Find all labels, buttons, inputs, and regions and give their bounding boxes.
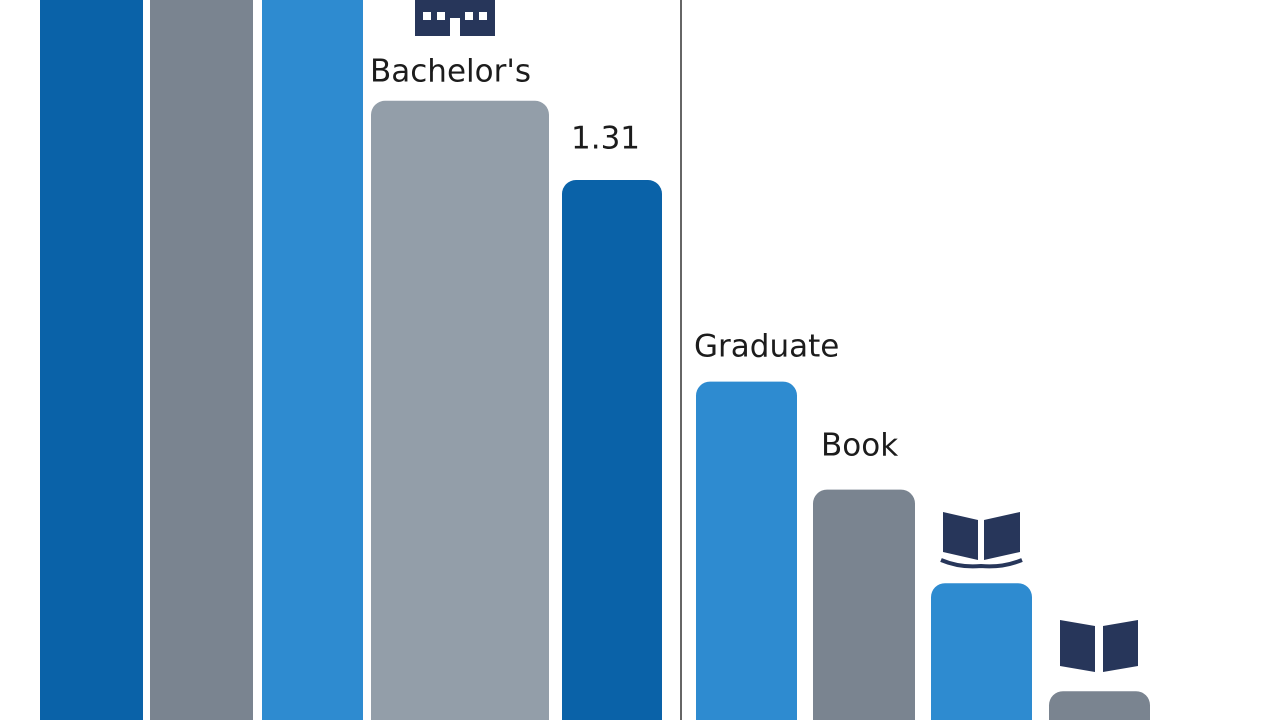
book-icon <box>940 512 1023 569</box>
bar <box>40 0 143 720</box>
bar <box>262 0 363 720</box>
annotation: Bachelor's <box>370 54 531 90</box>
bar <box>371 100 549 720</box>
bar <box>813 489 915 720</box>
annotation: Graduate <box>694 329 839 365</box>
book-icon <box>1060 620 1138 672</box>
bar <box>1049 691 1150 720</box>
bar <box>562 180 662 720</box>
bar <box>696 381 797 720</box>
annotation: 1.31 <box>571 121 640 157</box>
bar <box>931 583 1032 720</box>
annotation: Book <box>821 428 898 464</box>
building-icon <box>415 0 495 36</box>
bar <box>150 0 253 720</box>
